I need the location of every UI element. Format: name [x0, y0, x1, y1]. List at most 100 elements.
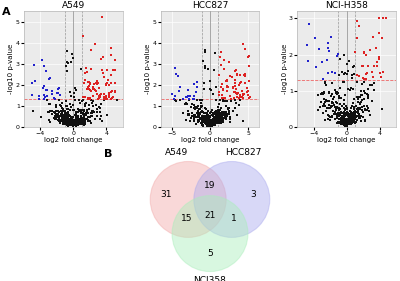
Point [349, 120, 356, 124]
Point [96, 94, 103, 99]
Point [325, 103, 332, 107]
Point [94, 110, 100, 114]
Point [204, 115, 211, 120]
Point [88, 111, 95, 115]
Point [350, 115, 356, 119]
Point [337, 120, 343, 125]
Point [203, 116, 209, 121]
Point [71, 120, 78, 125]
Point [194, 115, 201, 119]
Point [336, 94, 342, 98]
Point [67, 120, 74, 124]
Point [73, 120, 80, 124]
Point [238, 95, 245, 99]
Point [349, 121, 355, 125]
Point [206, 122, 212, 126]
Point [210, 121, 216, 126]
Point [61, 119, 68, 123]
Point [213, 114, 219, 118]
Point [237, 73, 243, 77]
Point [80, 117, 86, 122]
Point [52, 116, 58, 120]
Point [56, 116, 62, 121]
Point [344, 61, 350, 66]
Point [355, 111, 361, 116]
Point [334, 100, 340, 105]
Point [56, 85, 62, 90]
Point [332, 105, 338, 109]
Point [213, 117, 220, 121]
Point [198, 117, 204, 122]
Point [212, 117, 218, 122]
Point [367, 48, 373, 53]
Point [345, 112, 351, 116]
Point [202, 117, 208, 122]
Point [83, 116, 89, 121]
Point [340, 111, 346, 115]
Point [360, 103, 367, 108]
Point [46, 109, 53, 113]
Point [64, 123, 70, 127]
Point [78, 119, 84, 123]
Point [75, 117, 81, 122]
Point [212, 98, 219, 103]
Point [202, 121, 209, 126]
Point [234, 72, 240, 76]
Point [358, 114, 364, 118]
Point [74, 115, 80, 119]
Point [353, 115, 359, 119]
Point [196, 118, 203, 122]
Point [69, 121, 75, 125]
Point [340, 122, 346, 126]
Point [202, 63, 208, 68]
Point [206, 113, 212, 118]
Point [65, 112, 71, 117]
Point [67, 120, 74, 124]
Point [327, 115, 333, 119]
Point [321, 81, 328, 85]
Point [242, 74, 248, 78]
Point [72, 121, 78, 125]
Point [360, 76, 366, 80]
Point [334, 120, 341, 124]
Point [353, 94, 360, 99]
Point [62, 112, 68, 116]
Point [80, 120, 86, 124]
Point [380, 70, 387, 74]
Point [337, 121, 343, 125]
Point [194, 118, 201, 122]
Point [58, 114, 64, 119]
Point [31, 63, 37, 67]
Point [352, 110, 358, 114]
Point [376, 31, 382, 36]
Point [321, 91, 327, 96]
Point [338, 117, 344, 122]
Point [69, 52, 75, 56]
Point [246, 95, 253, 99]
Point [218, 111, 225, 115]
Point [93, 103, 100, 107]
Point [208, 120, 214, 125]
Point [72, 120, 78, 124]
Point [48, 92, 55, 96]
Point [61, 119, 67, 124]
Point [41, 84, 48, 89]
Point [63, 111, 69, 116]
Point [200, 118, 206, 123]
X-axis label: log2 fold change: log2 fold change [44, 137, 103, 143]
Point [183, 95, 189, 99]
Point [72, 110, 79, 115]
Point [204, 113, 210, 118]
Point [343, 122, 350, 126]
Point [220, 111, 226, 115]
Point [218, 63, 224, 67]
Point [369, 75, 376, 79]
Point [81, 117, 87, 121]
Point [338, 116, 345, 120]
Point [336, 108, 342, 112]
Point [74, 123, 80, 128]
Point [328, 101, 335, 105]
Point [59, 118, 66, 123]
Point [353, 119, 359, 124]
Point [62, 120, 68, 124]
